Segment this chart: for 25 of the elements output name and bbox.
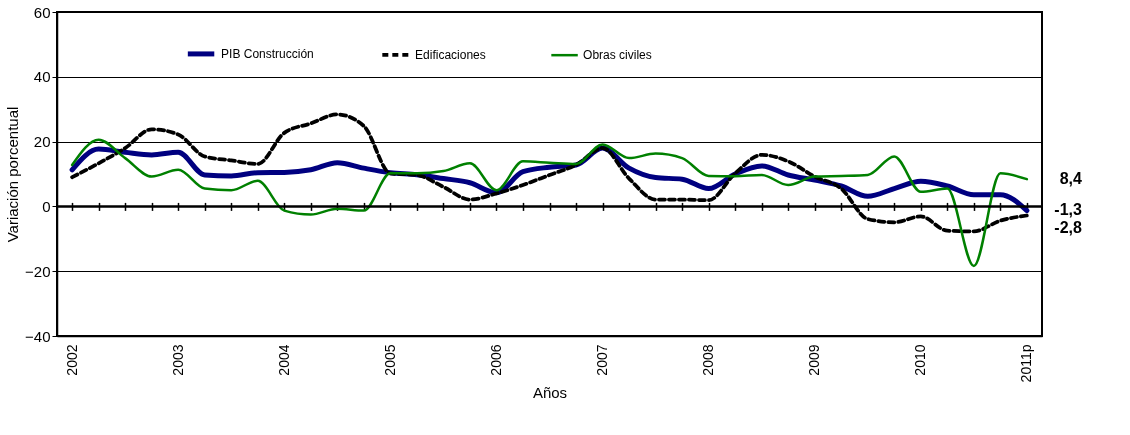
line-series <box>70 138 1029 268</box>
x-tick-label: 2003 <box>169 344 186 376</box>
annotation: 8,4 <box>1059 169 1082 187</box>
y-tick-label: 0 <box>42 197 51 215</box>
annotation: -1,3 <box>1054 201 1082 219</box>
legend-label: Obras civiles <box>583 48 652 63</box>
y-tick-label: −40 <box>25 327 51 345</box>
y-tick-label: 60 <box>33 3 51 21</box>
y-tick-label: −20 <box>25 262 51 280</box>
y-axis-title: Variación porcentual <box>4 106 22 243</box>
x-tick-label: 2004 <box>275 344 292 376</box>
legend-label: Edificaciones <box>415 47 486 62</box>
y-tick-label: 40 <box>33 68 51 86</box>
x-tick-label: 2008 <box>700 344 717 376</box>
legend-label: PIB Construcción <box>221 46 314 61</box>
x-tick-label: 2009 <box>806 344 823 376</box>
x-tick-label: 2011p <box>1018 344 1035 383</box>
x-tick-label: 2010 <box>912 344 929 376</box>
x-tick-label: 2005 <box>381 344 398 376</box>
x-tick-label: 2007 <box>594 344 611 376</box>
x-axis-title: Años <box>532 384 568 402</box>
y-tick-label: 20 <box>33 133 51 151</box>
x-tick-label: 2006 <box>487 344 504 376</box>
annotation: -2,8 <box>1054 219 1082 237</box>
x-tick-label: 2002 <box>63 344 80 376</box>
